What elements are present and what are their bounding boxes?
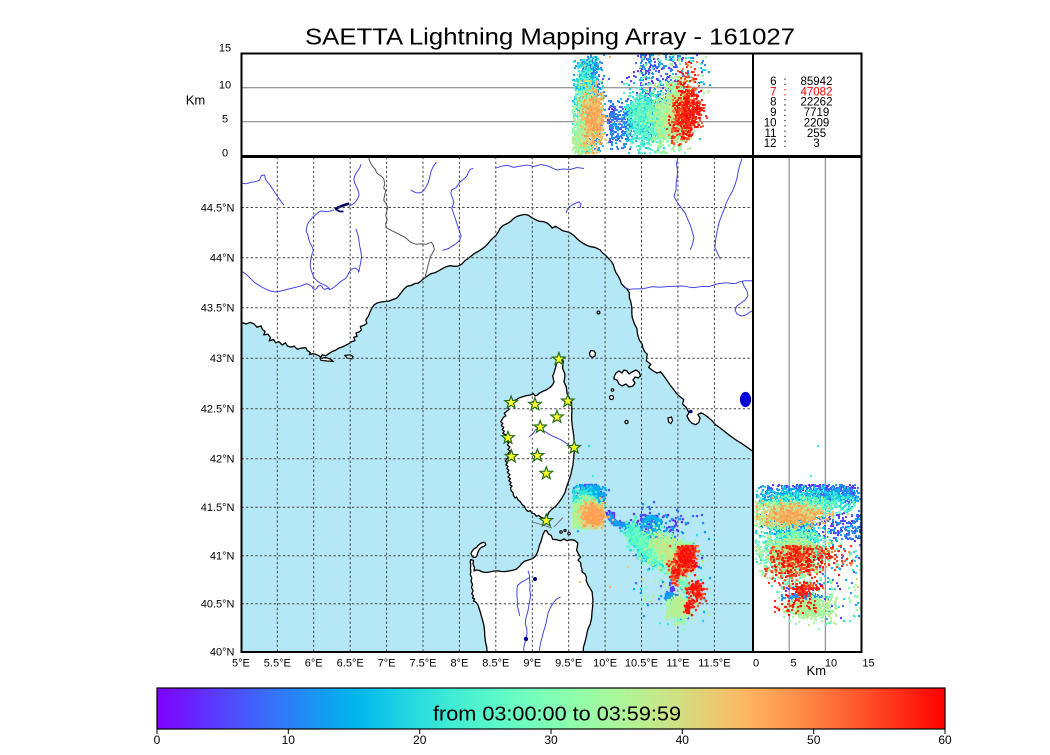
svg-text::: :	[783, 107, 786, 119]
svg-text:SAETTA Lightning Mapping Array: SAETTA Lightning Mapping Array - 161027	[305, 24, 795, 50]
svg-text:30: 30	[544, 733, 558, 747]
svg-text:Km: Km	[807, 663, 827, 678]
svg-text:11°E: 11°E	[666, 658, 689, 670]
svg-text:15: 15	[862, 658, 874, 670]
svg-text:5.5°E: 5.5°E	[264, 658, 291, 670]
svg-text:44.5°N: 44.5°N	[201, 202, 235, 214]
svg-text:7: 7	[770, 86, 776, 98]
svg-text::: :	[783, 138, 786, 150]
svg-text:7.5°E: 7.5°E	[409, 658, 436, 670]
svg-text:5: 5	[790, 658, 796, 670]
svg-text::: :	[783, 86, 786, 98]
svg-text:11: 11	[765, 128, 777, 140]
svg-text:6°E: 6°E	[305, 658, 323, 670]
svg-text:8°E: 8°E	[450, 658, 468, 670]
svg-text:10: 10	[825, 658, 837, 670]
svg-text::: :	[783, 128, 786, 140]
svg-text:6.5°E: 6.5°E	[337, 658, 364, 670]
svg-text:43°N: 43°N	[210, 353, 235, 365]
svg-text:40°N: 40°N	[210, 646, 235, 658]
svg-text:6: 6	[770, 76, 776, 88]
svg-text:10°E: 10°E	[593, 658, 617, 670]
svg-text:85942: 85942	[801, 76, 833, 88]
svg-text:Km: Km	[186, 93, 206, 108]
svg-text:0: 0	[154, 733, 161, 747]
svg-text:7719: 7719	[804, 107, 830, 119]
svg-text:42.5°N: 42.5°N	[201, 404, 235, 416]
svg-text:9: 9	[770, 107, 776, 119]
svg-text:9°E: 9°E	[523, 658, 541, 670]
svg-text:41.5°N: 41.5°N	[201, 502, 235, 514]
svg-text:10.5°E: 10.5°E	[625, 658, 658, 670]
svg-text:255: 255	[807, 128, 826, 140]
svg-text:3: 3	[813, 138, 819, 150]
svg-text:10: 10	[282, 733, 296, 747]
svg-text:0: 0	[753, 658, 759, 670]
svg-text::: :	[783, 76, 786, 88]
svg-text:8.5°E: 8.5°E	[482, 658, 509, 670]
svg-text:9.5°E: 9.5°E	[555, 658, 582, 670]
svg-text:42°N: 42°N	[210, 454, 235, 466]
svg-text::: :	[783, 117, 786, 129]
svg-text:43.5°N: 43.5°N	[201, 303, 235, 315]
svg-text:40: 40	[676, 733, 690, 747]
svg-text:7°E: 7°E	[378, 658, 396, 670]
svg-text:10: 10	[219, 79, 231, 91]
svg-text:15: 15	[219, 43, 231, 55]
svg-text:5: 5	[222, 113, 228, 125]
svg-text:5°E: 5°E	[232, 658, 250, 670]
svg-text::: :	[783, 97, 786, 109]
svg-text:8: 8	[770, 97, 776, 109]
svg-text:47082: 47082	[801, 86, 833, 98]
svg-text:22262: 22262	[801, 97, 833, 109]
svg-text:11.5°E: 11.5°E	[698, 658, 730, 670]
svg-text:40.5°N: 40.5°N	[201, 599, 235, 611]
svg-text:50: 50	[807, 733, 821, 747]
svg-text:60: 60	[938, 733, 952, 747]
svg-text:12: 12	[764, 138, 777, 150]
svg-text:0: 0	[222, 147, 228, 159]
svg-text:44°N: 44°N	[210, 253, 235, 265]
svg-text:10: 10	[764, 117, 777, 129]
svg-text:2209: 2209	[804, 117, 830, 129]
svg-text:20: 20	[413, 733, 427, 747]
svg-text:41°N: 41°N	[210, 551, 235, 563]
svg-text:from 03:00:00 to 03:59:59: from 03:00:00 to 03:59:59	[433, 704, 681, 726]
